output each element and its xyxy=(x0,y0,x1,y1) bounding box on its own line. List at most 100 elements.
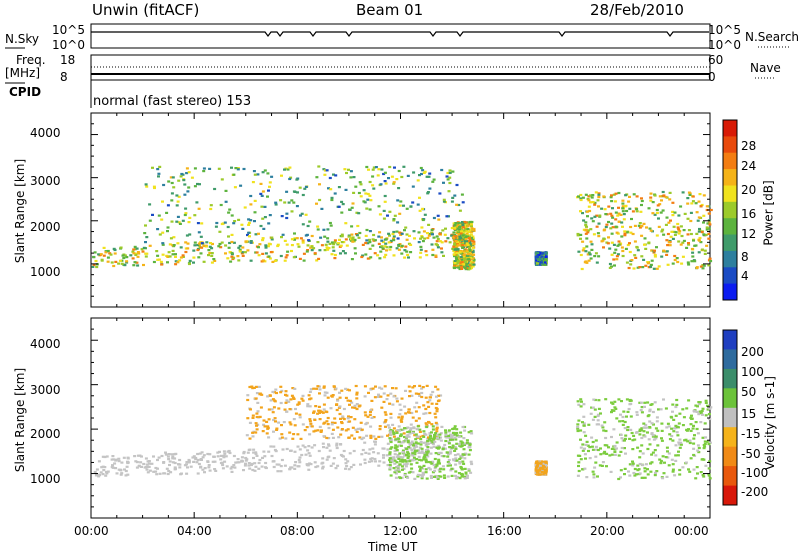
echo-cell xyxy=(423,213,427,216)
echo-cell xyxy=(621,423,625,426)
echo-cell xyxy=(132,248,136,251)
echo-cell xyxy=(667,425,671,428)
echo-cell xyxy=(399,441,403,444)
echo-cell xyxy=(158,233,162,236)
echo-cell xyxy=(305,426,309,429)
echo-cell xyxy=(247,231,251,234)
echo-cell xyxy=(427,405,431,408)
echo-cell xyxy=(362,189,366,192)
echo-cell xyxy=(308,454,312,457)
echo-cell xyxy=(423,237,427,240)
echo-cell xyxy=(355,430,359,433)
echo-cell xyxy=(174,260,178,263)
echo-cell xyxy=(436,477,440,480)
echo-cell xyxy=(615,447,618,450)
echo-cell xyxy=(238,244,242,248)
echo-cell xyxy=(254,422,258,425)
echo-cell xyxy=(447,442,451,445)
echo-cell xyxy=(288,468,292,471)
echo-cell xyxy=(536,464,540,467)
echo-cell xyxy=(708,460,712,463)
echo-cell xyxy=(440,247,443,250)
echo-cell xyxy=(698,401,702,404)
echo-cell xyxy=(544,258,548,261)
echo-cell xyxy=(646,431,649,434)
colorbar-swatch xyxy=(723,283,737,301)
echo-cell xyxy=(121,254,125,257)
echo-cell xyxy=(268,394,272,397)
echo-cell xyxy=(363,411,367,414)
echo-cell xyxy=(330,421,334,424)
echo-cell xyxy=(471,261,475,264)
echo-cell xyxy=(398,413,402,416)
echo-cell xyxy=(261,237,265,240)
echo-cell xyxy=(199,252,203,255)
echo-cell xyxy=(118,259,122,262)
echo-cell xyxy=(330,432,334,435)
echo-cell xyxy=(707,264,711,267)
echo-cell xyxy=(643,476,647,479)
echo-cell xyxy=(414,392,418,395)
vel-cb-label: Velocity [m s-1] xyxy=(762,376,777,470)
echo-cell xyxy=(371,184,375,187)
echo-cell xyxy=(604,213,608,216)
echo-cell xyxy=(418,256,422,259)
vel-cb-tick-m200: -200 xyxy=(741,485,769,499)
echo-cell xyxy=(166,226,170,229)
echo-cell xyxy=(675,398,679,402)
echo-cell xyxy=(421,386,425,389)
echo-cell xyxy=(437,475,441,478)
echo-cell xyxy=(232,454,236,458)
nave-tick-high: 60 xyxy=(708,53,724,67)
echo-cell xyxy=(367,460,371,463)
echo-cell xyxy=(199,241,203,244)
echo-cell xyxy=(611,402,615,405)
echo-cell xyxy=(462,231,466,234)
echo-cell xyxy=(396,456,400,459)
echo-cell xyxy=(411,386,415,389)
echo-cell xyxy=(414,433,418,436)
echo-cell xyxy=(648,408,652,411)
echo-cell xyxy=(271,411,275,414)
echo-cell xyxy=(368,194,372,197)
echo-cell xyxy=(292,433,296,436)
panel-ticks xyxy=(90,112,711,308)
echo-cell xyxy=(330,253,334,256)
echo-cell xyxy=(616,253,620,256)
echo-cell xyxy=(306,249,310,252)
echo-cell xyxy=(219,461,223,465)
echo-cell xyxy=(340,389,344,392)
echo-cell xyxy=(631,232,635,236)
echo-cell xyxy=(403,405,407,408)
echo-cell xyxy=(355,407,359,411)
echo-cell xyxy=(148,203,152,206)
echo-cell xyxy=(585,237,589,240)
echo-cell xyxy=(244,240,248,243)
echo-cell xyxy=(377,235,381,238)
echo-cell xyxy=(453,266,456,270)
echo-cell xyxy=(541,262,545,265)
echo-cell xyxy=(649,199,653,202)
echo-cell xyxy=(249,241,253,244)
echo-cell xyxy=(589,412,593,415)
echo-cell xyxy=(649,192,653,195)
echo-cell xyxy=(297,401,301,404)
echo-cell xyxy=(388,234,391,237)
echo-cell xyxy=(169,176,173,179)
echo-cell xyxy=(420,451,424,454)
echo-cell xyxy=(353,418,357,421)
vel-cb-tick-200: 200 xyxy=(741,345,764,359)
echo-cell xyxy=(695,266,699,270)
echo-cell xyxy=(450,200,454,203)
echo-cell xyxy=(576,429,580,433)
echo-cell xyxy=(597,205,600,208)
echo-cell xyxy=(421,207,425,210)
echo-cell xyxy=(450,227,454,230)
echo-cell xyxy=(689,416,693,419)
echo-cell xyxy=(292,397,296,400)
echo-cell xyxy=(204,245,208,248)
echo-cell xyxy=(133,455,137,458)
echo-cell xyxy=(318,418,322,421)
echo-cell xyxy=(586,197,590,201)
echo-cell xyxy=(642,422,646,425)
